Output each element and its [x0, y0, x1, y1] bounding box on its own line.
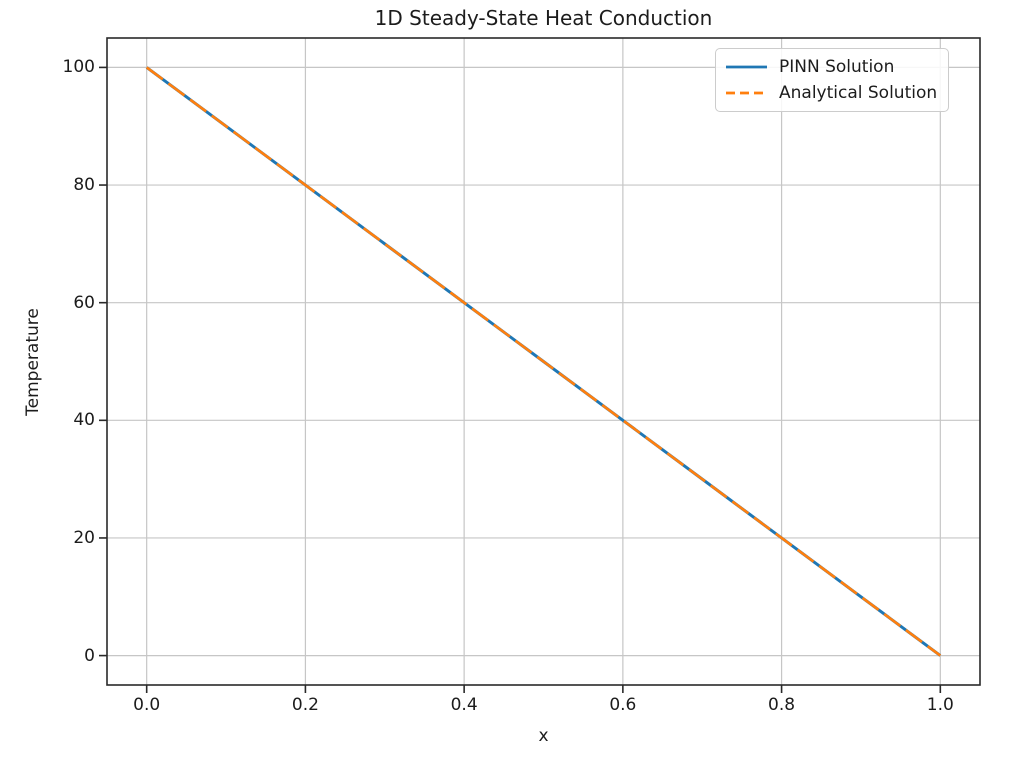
y-tick-label: 20: [73, 527, 95, 548]
legend-label: PINN Solution: [779, 57, 895, 77]
plot-border: [106, 37, 981, 686]
y-axis-label: Temperature: [23, 308, 43, 416]
x-tick-label: 0.6: [609, 695, 637, 715]
x-axis-label: x: [538, 726, 549, 746]
y-tick-label: 40: [73, 410, 95, 431]
y-tick-label: 0: [84, 645, 95, 666]
x-tick-label: 0.8: [768, 695, 796, 715]
y-tick-label: 60: [73, 292, 95, 313]
y-tick-label: 80: [73, 175, 95, 196]
legend-label: Analytical Solution: [779, 83, 938, 103]
y-tick-label: 100: [62, 57, 95, 78]
analytical-solution-line: [145, 66, 942, 657]
legend-line-sample: [726, 91, 767, 95]
x-tick-label: 0.4: [450, 695, 478, 715]
x-tick-label: 0.0: [133, 695, 161, 715]
legend-item: Analytical Solution: [726, 80, 937, 106]
x-tick-label: 0.2: [291, 695, 319, 715]
legend: PINN Solution Analytical Solution: [715, 48, 950, 112]
chart-title: 1D Steady-State Heat Conduction: [374, 6, 713, 30]
x-tick-label: 1.0: [926, 695, 954, 715]
legend-line-sample: [726, 65, 767, 69]
legend-item: PINN Solution: [726, 54, 937, 80]
